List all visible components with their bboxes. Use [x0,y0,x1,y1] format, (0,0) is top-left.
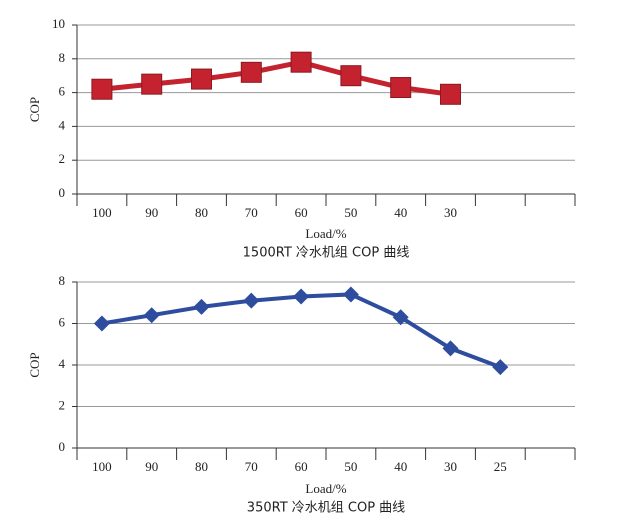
y-tick-label: 2 [59,397,66,412]
x-tick-label: 60 [295,459,308,474]
x-tick-label: 60 [295,205,308,220]
y-axis-label: COP [27,352,42,377]
y-tick-label: 2 [59,151,66,166]
marker [442,340,459,357]
x-tick-label: 80 [195,205,208,220]
marker [293,288,310,305]
marker [141,73,163,95]
marker [143,307,160,324]
series-line [101,292,502,369]
marker [191,68,212,90]
y-tick-label: 8 [59,50,66,65]
y-tick-label: 4 [59,356,66,371]
x-tick-label: 40 [394,459,407,474]
x-tick-label: 70 [245,205,258,220]
x-tick-label: 50 [344,205,357,220]
marker [91,78,113,100]
y-tick-label: 6 [59,314,66,329]
y-tick-label: 10 [52,16,65,31]
y-tick-label: 0 [59,185,66,200]
x-tick-label: 40 [394,205,407,220]
x-tick-label: 100 [92,205,112,220]
marker [492,359,509,376]
x-tick-label: 90 [145,205,158,220]
marker [240,61,262,83]
x-axis-label: Load/% [305,481,346,496]
marker [392,309,409,326]
y-tick-label: 6 [59,84,66,99]
marker [390,77,412,99]
marker [290,51,312,73]
marker [440,83,461,105]
marker [193,298,210,315]
y-tick-label: 0 [59,439,66,454]
marker [342,286,359,303]
marker [243,292,260,309]
y-axis-label: COP [27,97,42,122]
x-axis-label: Load/% [305,226,346,241]
x-tick-label: 70 [245,459,258,474]
chart-title: 1500RT 冷水机组 COP 曲线 [243,246,410,261]
x-tick-label: 100 [92,459,112,474]
x-tick-label: 90 [145,459,158,474]
marker [93,315,110,332]
y-tick-label: 8 [59,273,66,288]
x-tick-label: 50 [344,459,357,474]
x-tick-label: 80 [195,459,208,474]
x-tick-label: 25 [494,459,507,474]
x-tick-label: 30 [444,205,457,220]
y-tick-label: 4 [59,117,66,132]
chart-title: 350RT 冷水机组 COP 曲线 [247,501,405,516]
marker [340,65,362,87]
x-tick-label: 30 [444,459,457,474]
